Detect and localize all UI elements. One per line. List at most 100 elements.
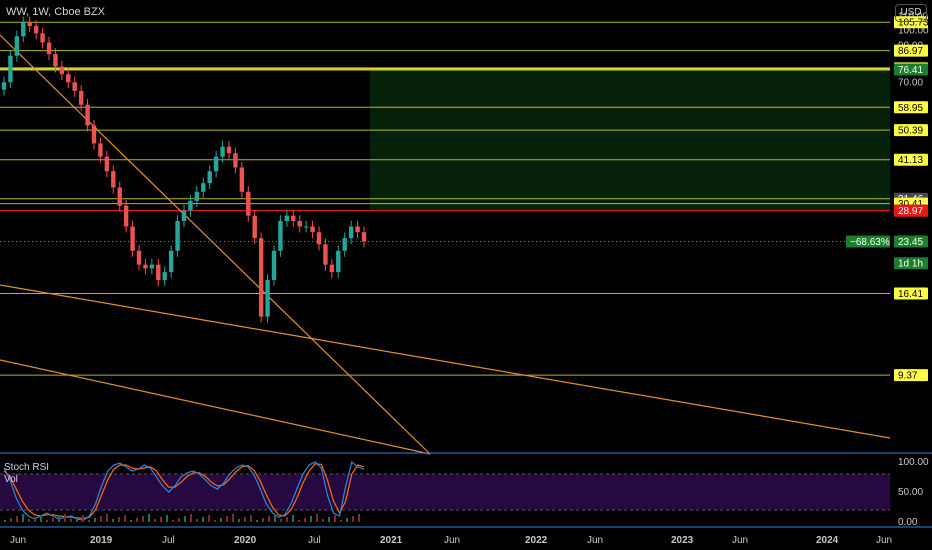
volume-bar xyxy=(226,516,228,522)
price-tag-label: 76.41 xyxy=(898,65,923,76)
candle-body xyxy=(226,146,232,154)
currency-button[interactable]: USD xyxy=(895,4,927,22)
volume-bar xyxy=(244,517,246,522)
candle-body xyxy=(361,232,367,242)
volume-bar xyxy=(88,520,90,522)
change-tag-label: −68.63% xyxy=(850,237,890,248)
candle-body xyxy=(8,55,13,83)
volume-bar xyxy=(34,517,36,522)
volume-bar xyxy=(64,514,66,522)
volume-bar xyxy=(238,519,240,522)
volume-bar xyxy=(118,517,120,522)
volume-bar xyxy=(76,517,78,522)
volume-bar xyxy=(310,516,312,522)
volume-bar xyxy=(184,516,186,522)
price-tag-label: 28.97 xyxy=(898,206,923,217)
volume-bar xyxy=(46,520,48,522)
price-tick: 100.00 xyxy=(898,25,929,36)
volume-bar xyxy=(214,520,216,522)
candle-body xyxy=(316,232,322,245)
time-label: 2019 xyxy=(90,535,113,546)
volume-bar xyxy=(142,516,144,522)
volume-bar xyxy=(4,520,6,522)
candle-body xyxy=(336,250,341,273)
volume-bar xyxy=(280,519,282,522)
volume-bar xyxy=(136,518,138,522)
volume-bar xyxy=(58,516,60,522)
candle-body xyxy=(143,264,148,269)
volume-bar xyxy=(268,516,270,522)
volume-bar xyxy=(298,520,300,522)
stoch-k-line xyxy=(3,460,365,521)
time-label: 2022 xyxy=(525,535,548,546)
stoch-tick: 0.00 xyxy=(898,517,918,528)
volume-bar xyxy=(274,514,276,522)
candle-body xyxy=(136,250,142,265)
candles xyxy=(1,16,367,323)
candle-body xyxy=(239,167,245,192)
time-axis[interactable]: Jun 2019 Jul 2020 Jul 2021 Jun 2022 Jun 2023 Jun 20… xyxy=(10,535,892,546)
candle-body xyxy=(342,238,347,251)
price-tag xyxy=(894,257,928,270)
candle-body xyxy=(40,33,45,43)
candle-body xyxy=(98,143,103,157)
trend-lines xyxy=(0,34,932,455)
volume-bar xyxy=(40,515,42,522)
candle-body xyxy=(310,226,315,233)
volume-bar xyxy=(178,518,180,522)
candle-body xyxy=(188,200,193,211)
chart-title: WW, 1W, Cboe BZX xyxy=(6,6,106,18)
stoch-band xyxy=(0,474,890,510)
stoch-tick: 50.00 xyxy=(898,487,923,498)
change-tag xyxy=(846,235,890,248)
time-label: Jun xyxy=(444,535,460,546)
price-tag-label: 23.45 xyxy=(898,237,923,248)
candle-body xyxy=(348,226,354,239)
candle-body xyxy=(271,250,277,281)
candle-body xyxy=(162,272,167,281)
candle-body xyxy=(329,264,335,273)
volume-bar xyxy=(262,518,264,522)
candle-body xyxy=(265,280,270,317)
time-label: Jul xyxy=(162,535,175,546)
time-label: Jul xyxy=(308,535,321,546)
volume-bar xyxy=(10,518,12,522)
candle-body xyxy=(21,22,26,37)
candle-body xyxy=(168,250,174,273)
trend-line xyxy=(0,34,431,455)
time-label: Jun xyxy=(732,535,748,546)
candle-body xyxy=(53,54,58,67)
candle-body xyxy=(284,215,290,221)
price-tag-label: 16.41 xyxy=(898,289,923,300)
stoch-tick: 100.00 xyxy=(898,457,929,468)
volume-bar xyxy=(358,514,360,522)
price-tag xyxy=(894,369,928,382)
volume-bar xyxy=(322,519,324,522)
volume-bar xyxy=(250,515,252,522)
volume-bar xyxy=(28,519,30,522)
candle-body xyxy=(233,153,238,168)
price-tag xyxy=(894,63,928,76)
candle-body xyxy=(220,146,225,157)
price-tag-label: 41.13 xyxy=(898,155,923,166)
candle-body xyxy=(91,125,97,144)
volume-bar xyxy=(334,515,336,522)
volume-bar xyxy=(124,515,126,522)
candle-body xyxy=(323,244,328,265)
candle-body xyxy=(14,36,20,56)
volume-bar xyxy=(22,514,24,522)
price-tag-label: 58.95 xyxy=(898,103,923,114)
volume-bar xyxy=(172,520,174,522)
price-axis[interactable]: 110.00100.0090.0070.00105.7386.9777.0076… xyxy=(846,11,929,528)
candle-body xyxy=(258,238,264,317)
stoch-rsi-pane xyxy=(0,460,932,528)
price-tag-label: 86.97 xyxy=(898,46,923,57)
price-tag xyxy=(894,101,928,114)
time-label: 2020 xyxy=(234,535,257,546)
candle-body xyxy=(117,187,122,206)
candle-body xyxy=(66,74,71,83)
price-tag-label: 9.37 xyxy=(898,371,918,382)
time-label: Jun xyxy=(587,535,603,546)
stoch-d-line xyxy=(3,463,365,520)
